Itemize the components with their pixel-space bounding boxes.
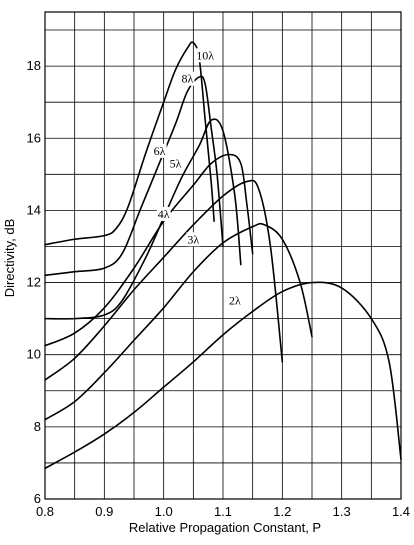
series-label: 3λ: [187, 232, 199, 246]
x-tick-label: 1.1: [214, 504, 232, 519]
y-tick-label: 14: [27, 202, 41, 217]
y-tick-labels: 6 8 10 12 14 16 18: [27, 58, 41, 506]
series-curve: [44, 179, 284, 381]
y-tick-label: 6: [34, 491, 41, 506]
x-tick-label: 1.4: [392, 504, 410, 519]
series-label: 8λ: [181, 72, 193, 86]
series-label: 2λ: [229, 294, 241, 308]
series-curve: [44, 222, 313, 421]
series-label-backing: [180, 71, 195, 86]
y-axis-label: Directivity, dB: [2, 219, 17, 298]
grid-lines: [44, 12, 402, 500]
series-curves: [44, 41, 402, 470]
series-label: 10λ: [196, 48, 214, 62]
x-axis-label: Relative Propagation Constant, P: [129, 520, 321, 535]
series-label-backing: [152, 143, 167, 158]
series-label: 5λ: [170, 157, 182, 171]
series-label-backing: [168, 156, 183, 171]
x-tick-label: 1.0: [155, 504, 173, 519]
y-tick-label: 18: [27, 58, 41, 73]
y-tick-label: 8: [34, 419, 41, 434]
y-tick-label: 10: [27, 347, 41, 362]
plot-frame: [44, 11, 402, 500]
series-label: 4λ: [158, 207, 170, 221]
x-tick-label: 1.2: [273, 504, 291, 519]
series-curve: [44, 75, 224, 277]
x-tick-label: 0.8: [36, 504, 54, 519]
x-tick-labels: 0.8 0.9 1.0 1.1 1.2 1.3 1.4: [36, 504, 410, 519]
series-curve: [44, 281, 402, 470]
series-curve: [44, 118, 242, 320]
series-label-backing: [186, 232, 201, 247]
y-tick-label: 12: [27, 275, 41, 290]
series-label-backing: [156, 207, 171, 222]
x-tick-label: 1.3: [333, 504, 351, 519]
series-curve: [44, 41, 215, 246]
x-tick-label: 0.9: [95, 504, 113, 519]
series-label: 6λ: [154, 144, 166, 158]
series-label-backing: [227, 293, 242, 308]
plot-border: [44, 11, 402, 500]
y-tick-label: 16: [27, 130, 41, 145]
series-label-backing: [195, 48, 216, 63]
